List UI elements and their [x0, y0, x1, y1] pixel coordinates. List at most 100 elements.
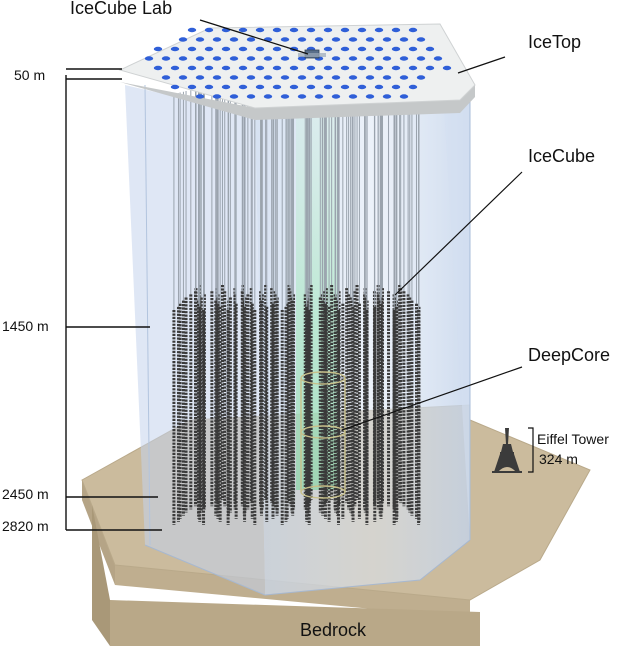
icetop-tank	[170, 46, 180, 52]
icetop-tank	[416, 56, 426, 61]
icetop-tank	[255, 65, 265, 71]
icetop-tank	[306, 27, 316, 33]
icetop-tank	[399, 94, 409, 99]
icetop-tank	[425, 65, 435, 71]
icetop-tank	[408, 65, 418, 71]
bedrock-side-left	[82, 480, 115, 585]
icetop-tank	[399, 37, 409, 42]
icetop-tank	[323, 46, 333, 52]
icetop-tank	[323, 65, 333, 71]
depth-scale	[65, 68, 162, 531]
icetop-tank	[408, 27, 418, 33]
icetop-tank	[314, 94, 324, 99]
icetop-tank	[238, 84, 248, 90]
icetop-tank	[297, 75, 307, 80]
icetop-tank	[289, 65, 299, 71]
icetop-tank	[263, 75, 273, 80]
icetop-tank	[348, 75, 358, 80]
icetop-tank	[246, 94, 256, 99]
depth-label-50m: 50 m	[14, 67, 46, 83]
detector-strings	[172, 88, 421, 525]
icetop-tank	[212, 94, 222, 99]
icetop-tank	[374, 84, 384, 90]
icetop-tank	[340, 46, 350, 52]
label-eiffel-height: 324 m	[539, 451, 578, 467]
icetop-tank	[408, 84, 418, 90]
icetop-tank	[280, 56, 290, 61]
icetop-tank	[204, 84, 214, 90]
icetop-tank	[348, 37, 358, 42]
icetop-tank	[204, 46, 214, 52]
icetop-tank	[399, 56, 409, 61]
icetop-tank	[297, 37, 307, 42]
icetop-tank	[280, 94, 290, 99]
icetop-tank	[289, 84, 299, 90]
eiffel-bracket	[528, 427, 534, 473]
icetop-tank	[178, 56, 188, 61]
icetop-tank	[391, 46, 401, 52]
icetop-tank	[246, 37, 256, 42]
icetop-tank	[272, 65, 282, 71]
icetop-tank	[221, 46, 231, 52]
label-bedrock: Bedrock	[300, 620, 367, 640]
label-eiffel-tower: Eiffel Tower	[537, 431, 609, 447]
icetop-tank	[144, 56, 154, 61]
label-icecube: IceCube	[528, 146, 596, 166]
icetop-tank	[391, 65, 401, 71]
icecube-lab-building	[298, 49, 326, 59]
leader-lines	[199, 19, 534, 473]
leader-icecube	[394, 171, 523, 296]
icetop-tank	[161, 56, 171, 61]
icetop-tank	[272, 46, 282, 52]
icetop-tank	[382, 75, 392, 80]
icetop-tank	[297, 56, 307, 61]
icetop-tank	[357, 65, 367, 71]
icetop-tank	[263, 94, 273, 99]
icetop-tank	[374, 46, 384, 52]
icetop-tank	[195, 56, 205, 61]
icetop-tank	[263, 56, 273, 61]
icetop-tank	[255, 84, 265, 90]
icetop-tank	[382, 56, 392, 61]
icetop-tank	[272, 27, 282, 33]
icetop-tank	[365, 94, 375, 99]
icetop-tank	[382, 94, 392, 99]
icetop-tank	[178, 75, 188, 80]
icetop-tank	[416, 37, 426, 42]
icetop-tank	[391, 27, 401, 33]
icetop-tank	[306, 84, 316, 90]
icetop-tank	[433, 56, 443, 61]
surface-plate-side	[120, 70, 475, 120]
icetop-tank	[323, 84, 333, 90]
icetop-tank	[229, 94, 239, 99]
bedrock-left-block	[92, 505, 110, 646]
label-deepcore: DeepCore	[528, 345, 611, 365]
icetop-tank	[331, 94, 341, 99]
icetop-tank	[229, 37, 239, 42]
icetop-tank	[238, 27, 248, 33]
icetop-tank	[331, 75, 341, 80]
icetop-tank	[306, 65, 316, 71]
icetop-tank	[408, 46, 418, 52]
icetop-tank	[229, 56, 239, 61]
surface-plate	[118, 23, 476, 120]
icetop-tank	[399, 75, 409, 80]
icetop-tank	[178, 37, 188, 42]
icetop-tank	[331, 56, 341, 61]
icetop-tank	[246, 75, 256, 80]
leader-icetop	[457, 56, 506, 74]
icetop-tank	[246, 56, 256, 61]
icetop-tank	[272, 84, 282, 90]
icetop-tank	[289, 27, 299, 33]
icetop-tank	[357, 84, 367, 90]
icetop-tank	[221, 65, 231, 71]
leader-deepcore	[341, 366, 523, 431]
icetop-tank	[204, 65, 214, 71]
icetop-tank	[442, 65, 452, 71]
depth-label-1450m: 1450 m	[2, 318, 49, 334]
icetop-tank	[357, 27, 367, 33]
label-icetop: IceTop	[528, 32, 582, 52]
icetop-tank	[195, 94, 205, 99]
